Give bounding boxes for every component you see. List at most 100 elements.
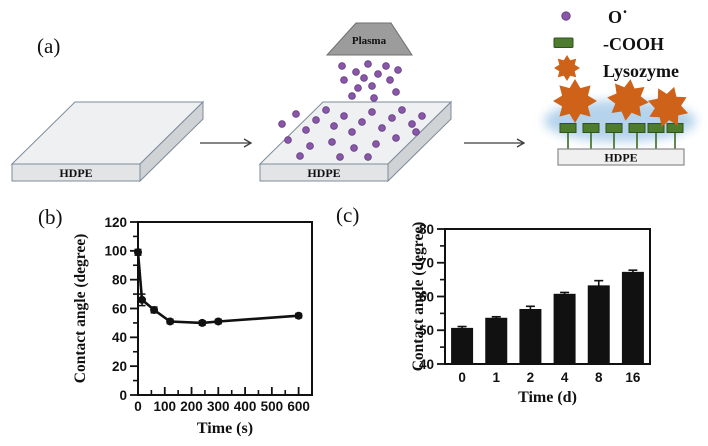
oxygen-radical-icon	[398, 106, 406, 114]
y-tick-label: 60	[419, 289, 434, 304]
oxygen-radical-icon	[284, 136, 292, 144]
x-category-label: 16	[625, 370, 641, 385]
bars: 0 1 2 4 8 16	[451, 269, 644, 385]
legend-label-lysozyme: Lysozyme	[603, 61, 679, 81]
oxygen-radical-icon	[368, 82, 376, 90]
x-category-label: 2	[527, 370, 535, 385]
y-tick-label: 40	[419, 357, 434, 372]
oxygen-radical-icon	[418, 112, 426, 120]
data-point	[166, 317, 175, 326]
oxygen-radical-icon	[348, 128, 356, 136]
bar	[587, 285, 610, 363]
cooh-icon	[647, 123, 665, 133]
y-tick-label: 70	[419, 256, 434, 271]
arrow-right-icon	[464, 138, 526, 148]
y-tick-label: 80	[112, 272, 127, 287]
y-tick-label: 50	[419, 323, 434, 338]
bar	[553, 293, 576, 363]
bar	[485, 317, 508, 363]
y-tick-label: 20	[112, 359, 127, 374]
x-tick-label: 500	[261, 399, 284, 414]
x-axis: 0 100 200 300 400 500 600	[134, 387, 313, 414]
oxygen-radical-icon	[340, 76, 348, 84]
x-category-label: 0	[458, 370, 466, 385]
oxygen-radical-icon	[338, 62, 346, 70]
data-point	[214, 317, 223, 326]
y-axis-title: Contact angle (degree)	[410, 222, 427, 372]
y-tick-label: 120	[104, 215, 127, 230]
legend-label-cooh: -COOH	[603, 34, 664, 54]
oxygen-radical-icon	[352, 68, 360, 76]
hdpe-block	[557, 148, 685, 166]
cooh-icon	[628, 123, 646, 133]
oxygen-radical-icon	[354, 84, 362, 92]
oxygen-radical-icon	[408, 120, 416, 128]
y-tick-label: 60	[112, 301, 127, 316]
lysozyme-icon	[554, 55, 580, 81]
plasma-label: Plasma	[352, 35, 387, 47]
y-axis: 0 20 40 60 80 100 120 Contact angle (degree)	[72, 215, 137, 403]
oxygen-radical-icon	[340, 112, 348, 120]
lysozyme-icon	[553, 79, 597, 123]
lysozyme-molecules	[553, 79, 689, 128]
panel-a-label: (a)	[37, 34, 61, 58]
x-tick-label: 100	[154, 399, 177, 414]
oxygen-radical-icon	[394, 66, 402, 74]
cooh-groups-on-surface	[559, 123, 684, 150]
plot-frame	[137, 221, 313, 396]
oxygen-radical-icon	[368, 108, 376, 116]
y-tick-label: 80	[419, 222, 434, 237]
data-point	[294, 311, 303, 320]
lysozyme-icon	[554, 55, 580, 81]
oxygen-radical-icon	[322, 106, 330, 114]
panel-b-line-chart: 0 20 40 60 80 100 120 Contact angle (degree) 0 10…	[72, 215, 313, 437]
plot-frame	[444, 228, 651, 365]
bar	[519, 308, 542, 363]
data-line	[136, 252, 299, 325]
oxygen-radical-icon	[388, 114, 396, 122]
legend: O˙ -COOH Lysozyme	[553, 7, 679, 81]
oxygen-radical-icon	[350, 144, 358, 152]
lysozyme-icon	[607, 79, 649, 121]
y-axis-title: Contact angle (degree)	[72, 234, 89, 384]
oxygen-radical-icon	[561, 11, 571, 21]
oxygen-radical-icon	[306, 142, 314, 150]
y-tick-label: 100	[104, 244, 127, 259]
data-point	[134, 248, 142, 257]
oxygen-radical-icon	[296, 152, 304, 160]
data-point	[198, 318, 207, 327]
lysozyme-icon	[647, 86, 689, 128]
plasma-nozzle	[325, 22, 413, 56]
oxygen-radical-icon	[386, 76, 394, 84]
oxygen-radical-icon	[336, 153, 344, 161]
oxygen-radical-icon	[372, 140, 380, 148]
legend-label-oxygen: O˙	[608, 7, 628, 27]
oxygen-radical-icon	[364, 153, 372, 161]
oxygen-radical-icon	[364, 60, 372, 68]
data-point	[138, 295, 147, 304]
oxygen-radical-icon	[370, 94, 378, 102]
x-tick-label: 300	[207, 399, 230, 414]
oxygen-radical-icon	[360, 74, 368, 82]
oxygen-radical-dots-on-slab	[278, 106, 426, 161]
panel-a-schematic: HDPE Plasma HDPE O˙ -COOH	[10, 7, 696, 183]
cooh-icon	[553, 37, 574, 48]
oxygen-radical-icon	[382, 62, 390, 70]
data-point	[150, 305, 159, 314]
bar	[621, 271, 644, 363]
hdpe-label-3: HDPE	[604, 151, 637, 165]
oxygen-radical-icon	[330, 122, 338, 130]
x-axis-title: Time (d)	[518, 389, 577, 406]
x-tick-label: 600	[287, 399, 310, 414]
x-tick-label: 200	[180, 399, 203, 414]
hdpe-label-2: HDPE	[307, 166, 340, 180]
panel-b-label: (b)	[38, 205, 63, 229]
oxygen-radical-icon	[358, 118, 366, 126]
oxygen-radical-icon	[312, 116, 320, 124]
oxygen-radical-icon	[292, 110, 300, 118]
oxygen-radical-dots	[338, 60, 402, 102]
y-tick-label: 40	[112, 330, 127, 345]
oxygen-radical-icon	[374, 70, 382, 78]
hdpe-label-1: HDPE	[59, 166, 92, 180]
